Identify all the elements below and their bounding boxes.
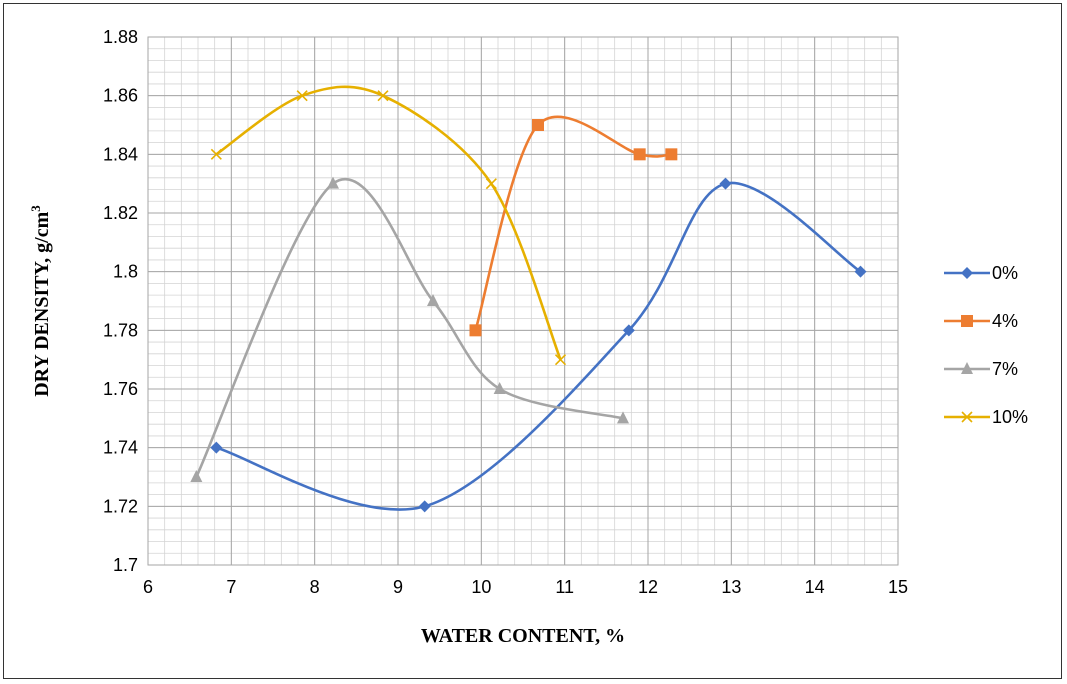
marker-stroke [296, 90, 308, 102]
x-tick-label: 6 [143, 577, 153, 597]
series-4pct [469, 115, 678, 337]
y-axis-title-text: DRY DENSITY, g/cm [31, 211, 53, 396]
series-7pct [190, 176, 629, 482]
chart-frame [3, 3, 1062, 679]
marker-stroke [554, 354, 567, 366]
y-tick-label: 1.72 [103, 496, 138, 516]
y-tick-label: 1.86 [103, 86, 138, 106]
y-tick-label: 1.78 [103, 320, 138, 340]
marker-stroke [485, 178, 497, 190]
series-7pct-point [427, 294, 439, 306]
series-0pct-point [854, 265, 867, 278]
x-tick-label: 13 [721, 577, 741, 597]
series-7pct-point [327, 176, 339, 189]
marker-stroke [961, 411, 973, 423]
x-tick-label: 9 [393, 577, 403, 597]
series-10pct [210, 85, 567, 366]
x-tick-label: 14 [805, 577, 825, 597]
major-gridlines [147, 36, 899, 566]
legend-item-7pct: 7% [944, 359, 1018, 379]
legend-item-0pct: 0% [944, 263, 1018, 283]
legend-item-10pct: 10% [944, 407, 1028, 427]
minor-gridlines [147, 36, 899, 566]
y-axis-title: DRY DENSITY, g/cm3 [28, 205, 53, 397]
legend-swatch-marker [961, 362, 973, 374]
legend-label: 0% [992, 263, 1018, 283]
series-10pct-point [485, 178, 497, 190]
series-0pct-line [215, 181, 862, 511]
series-10pct-point [377, 90, 389, 102]
x-tick-label: 11 [555, 577, 574, 597]
y-axis-title-superscript: 3 [28, 205, 43, 212]
marker-stroke [210, 148, 222, 160]
y-tick-label: 1.8 [113, 262, 138, 282]
x-axis-title: WATER CONTENT, % [421, 625, 625, 647]
series-10pct-line [215, 85, 562, 361]
legend-label: 10% [992, 407, 1028, 427]
y-tick-label: 1.7 [113, 555, 138, 575]
x-tick-label: 12 [638, 577, 658, 597]
y-tick-label: 1.82 [103, 203, 138, 223]
y-tick-label: 1.84 [103, 144, 138, 164]
series-4pct-point [665, 148, 678, 161]
series-4pct-point [633, 148, 646, 161]
series-10pct-point [210, 148, 222, 160]
series-0pct [210, 177, 867, 513]
x-tick-label: 10 [471, 577, 491, 597]
x-tick-labels: 6 7 8 9 10 11 12 13 14 15 [143, 577, 908, 597]
legend-swatch-marker [961, 315, 973, 327]
series-layer [190, 85, 867, 513]
series-4pct-point [469, 324, 482, 337]
series-7pct-point [493, 382, 506, 394]
series-0pct-point [418, 500, 431, 513]
legend-label: 4% [992, 311, 1018, 331]
series-7pct-point [190, 470, 203, 482]
y-tick-label: 1.88 [103, 27, 138, 47]
x-tick-label: 8 [310, 577, 320, 597]
legend-swatch-marker [961, 267, 973, 279]
legend-label: 7% [992, 359, 1018, 379]
series-0pct-point [210, 441, 223, 454]
series-0pct-point [719, 177, 732, 190]
series-7pct-point [617, 411, 629, 424]
series-7pct-line [195, 178, 624, 478]
series-10pct-point [554, 354, 567, 366]
y-tick-label: 1.74 [103, 438, 138, 458]
legend-item-4pct: 4% [944, 311, 1018, 331]
series-10pct-point [296, 90, 308, 102]
series-4pct-line [474, 115, 672, 331]
x-tick-label: 15 [888, 577, 908, 597]
marker-stroke [377, 90, 389, 102]
plot-area [147, 36, 899, 566]
y-tick-labels: 1.7 1.72 1.74 1.76 1.78 1.8 1.82 1.84 1.86 1.88 [103, 27, 138, 575]
legend-swatch-marker [961, 411, 973, 423]
y-tick-label: 1.76 [103, 379, 138, 399]
legend: 0% 4% 7% 10% [944, 263, 1028, 427]
x-tick-label: 7 [226, 577, 236, 597]
series-4pct-point [532, 119, 544, 131]
series-0pct-point [622, 324, 635, 337]
